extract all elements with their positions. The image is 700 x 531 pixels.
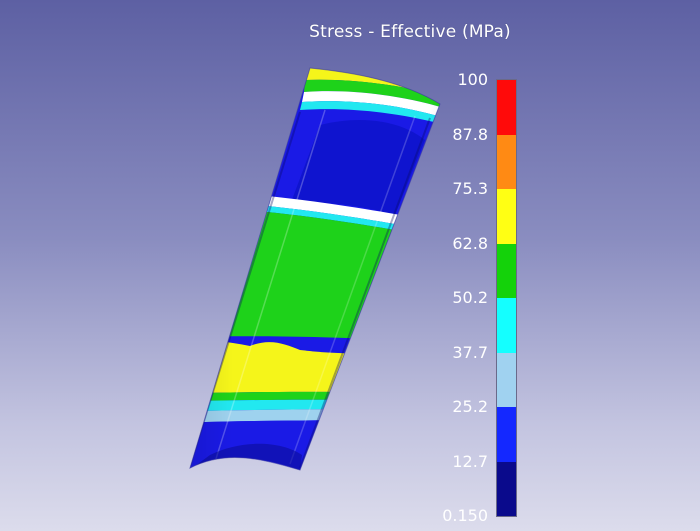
color-bar-swatch-3 bbox=[497, 243, 516, 298]
color-bar-swatch-7 bbox=[497, 461, 516, 516]
stress-color-bar bbox=[496, 79, 517, 517]
color-bar-swatch-2 bbox=[497, 189, 516, 244]
color-bar-swatch-6 bbox=[497, 407, 516, 462]
color-bar-swatch-5 bbox=[497, 352, 516, 407]
color-bar-swatch-4 bbox=[497, 298, 516, 353]
tick-label: 25.2 bbox=[452, 397, 488, 416]
part-outline bbox=[189, 67, 441, 471]
tick-label: 37.7 bbox=[452, 342, 488, 362]
color-bar-swatch-1 bbox=[497, 134, 516, 189]
tick-label: 75.3 bbox=[452, 179, 488, 198]
tick-label: 62.8 bbox=[452, 233, 488, 253]
tick-label: 0.150 bbox=[442, 506, 488, 525]
stress-tick-labels: 100 87.8 75.3 62.8 50.2 37.7 25.2 12.7 0.150 bbox=[404, 0, 488, 531]
tick-label: 12.7 bbox=[452, 451, 488, 471]
tick-label: 50.2 bbox=[452, 288, 488, 307]
legend-title: Stress - Effective (MPa) bbox=[309, 22, 511, 42]
color-bar-swatch-0 bbox=[497, 80, 516, 135]
tick-label: 87.8 bbox=[452, 124, 488, 144]
tick-label: 100 bbox=[457, 70, 488, 89]
